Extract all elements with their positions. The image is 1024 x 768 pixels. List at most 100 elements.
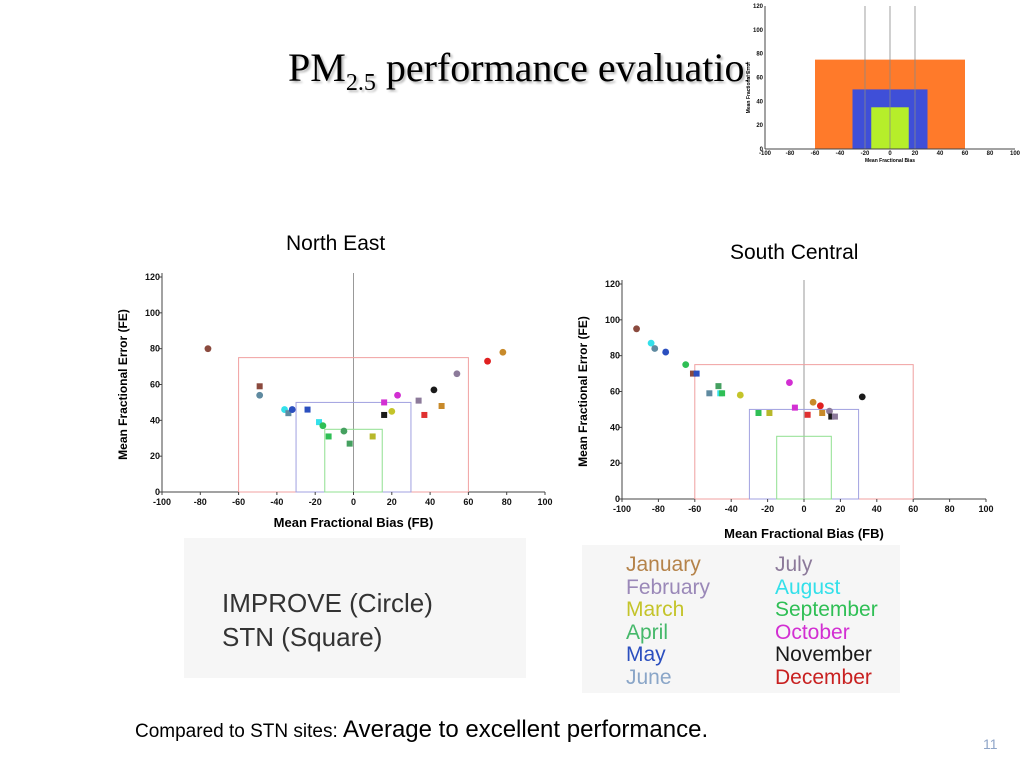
inset-x-tick-label: 60 (962, 151, 969, 157)
y-tick-label: 120 (605, 279, 620, 289)
point-june-stn (706, 390, 713, 397)
x-tick-label: 80 (502, 497, 512, 507)
legend-month-june: June (626, 665, 672, 689)
inset-x-tick-label: 80 (987, 151, 994, 157)
inset-x-tick-label: -20 (861, 151, 870, 157)
slide-footer: Compared to STN sites: Average to excell… (135, 716, 708, 744)
inset-y-tick-label: 40 (756, 99, 763, 105)
y-tick-label: 40 (150, 415, 160, 425)
legend-improve-circle: IMPROVE (Circle) (222, 588, 433, 618)
x-tick-label: -60 (688, 504, 701, 514)
point-june-improve (256, 391, 264, 399)
point-september-stn (719, 390, 726, 397)
y-tick-label: 20 (610, 458, 620, 468)
point-march-improve (388, 407, 396, 415)
y-tick-label: 60 (610, 387, 620, 397)
inset-x-tick-label: -80 (786, 151, 795, 157)
point-july-improve (826, 407, 833, 415)
point-october-improve (786, 379, 793, 386)
legend-month-may: May (626, 643, 666, 666)
title-main: PM (288, 45, 346, 90)
point-august-improve (647, 339, 655, 347)
y-tick-label: 20 (150, 451, 160, 461)
inset-y-tick-label: 0 (760, 147, 764, 153)
x-tick-label: -100 (613, 504, 631, 514)
point-september-stn (325, 433, 332, 440)
legend-month-october: October (775, 620, 850, 644)
page-number: 11 (983, 736, 998, 752)
y-tick-label: 80 (610, 351, 620, 361)
title-subscript: 2.5 (345, 70, 376, 96)
inset-y-tick-label: 20 (756, 123, 763, 129)
point-june-stn (285, 410, 292, 417)
x-tick-label: 20 (835, 504, 845, 514)
x-axis-label: Mean Fractional Bias (FB) (724, 526, 884, 541)
point-may-stn (304, 406, 311, 413)
y-tick-label: 60 (150, 380, 160, 390)
point-october-stn (791, 404, 798, 411)
x-tick-label: -100 (153, 497, 171, 507)
point-november-stn (828, 413, 835, 420)
point-january-improve (809, 398, 817, 406)
point-january-stn (438, 403, 445, 409)
month-color-legend: January February March April May June July Augu… (582, 545, 900, 693)
inset-x-tick-label: 0 (888, 151, 892, 157)
x-tick-label: 100 (537, 497, 552, 507)
x-tick-label: -80 (194, 497, 207, 507)
inset-y-tick-label: 60 (756, 76, 763, 82)
point-july-stn (831, 413, 838, 420)
south-central-title: South Central (730, 241, 859, 264)
y-tick-label: 0 (155, 487, 160, 497)
legend-month-february: February (626, 575, 711, 599)
point-december-stn (421, 411, 428, 418)
north-east-title: North East (286, 232, 386, 255)
x-tick-label: -20 (761, 504, 774, 514)
inset-y-tick-label: 80 (756, 52, 763, 58)
y-axis-label: Mean Fractional Error (FE) (116, 309, 130, 460)
point-march-stn (369, 433, 376, 440)
point-january-stn (256, 383, 263, 390)
x-tick-label: -60 (232, 497, 245, 507)
x-tick-label: -20 (309, 497, 322, 507)
inset-x-tick-label: 40 (937, 151, 944, 157)
inset-x-tick-label: -100 (759, 151, 772, 157)
point-april-improve (340, 427, 348, 435)
inset-y-axis-label: Mean Fractional Error (746, 62, 752, 114)
legend-month-july: July (775, 553, 813, 576)
footer-conclusion: Average to excellent performance. (343, 716, 709, 743)
point-october-improve (394, 391, 401, 399)
point-july-improve (453, 370, 461, 378)
x-tick-label: 20 (387, 497, 397, 507)
legend-month-november: November (775, 643, 872, 666)
y-tick-label: 40 (610, 422, 620, 432)
point-january-stn (819, 410, 826, 416)
legend-month-september: September (775, 598, 878, 621)
inset-criteria-chart: -100 -80 -60 -40 -20 0 20 40 60 80 100 0 20 40 60 80 100… (746, 4, 1021, 164)
point-march-improve (736, 391, 744, 399)
point-december-improve (816, 402, 824, 410)
point-october-stn (381, 399, 388, 406)
point-april-stn (715, 383, 722, 390)
point-may-improve (288, 406, 296, 413)
point-january-improve (204, 345, 212, 353)
point-may-improve (662, 348, 670, 356)
y-tick-label: 80 (150, 344, 160, 354)
inset-x-tick-label: 20 (912, 151, 919, 157)
point-july-stn (415, 397, 422, 404)
point-december-improve (484, 357, 491, 365)
point-january-improve (499, 348, 507, 356)
point-march-stn (766, 410, 773, 416)
point-april-stn (346, 440, 353, 447)
point-september-stn (755, 410, 762, 416)
south-central-scatter-chart: -100 -80 -60 -40 -20 0 20 40 60 80 100 0 20 40 60 80 100… (576, 279, 994, 541)
point-september-improve (319, 422, 327, 430)
x-tick-label: 60 (908, 504, 918, 514)
point-december-stn (804, 411, 811, 418)
y-axis-label: Mean Fractional Error (FE) (576, 316, 590, 467)
slide-title: PM2.5 performance evaluation (288, 44, 748, 104)
point-august-stn (316, 419, 323, 426)
point-november-stn (381, 411, 388, 418)
x-tick-label: 40 (872, 504, 882, 514)
point-november-improve (430, 386, 438, 394)
point-june-improve (651, 345, 659, 352)
